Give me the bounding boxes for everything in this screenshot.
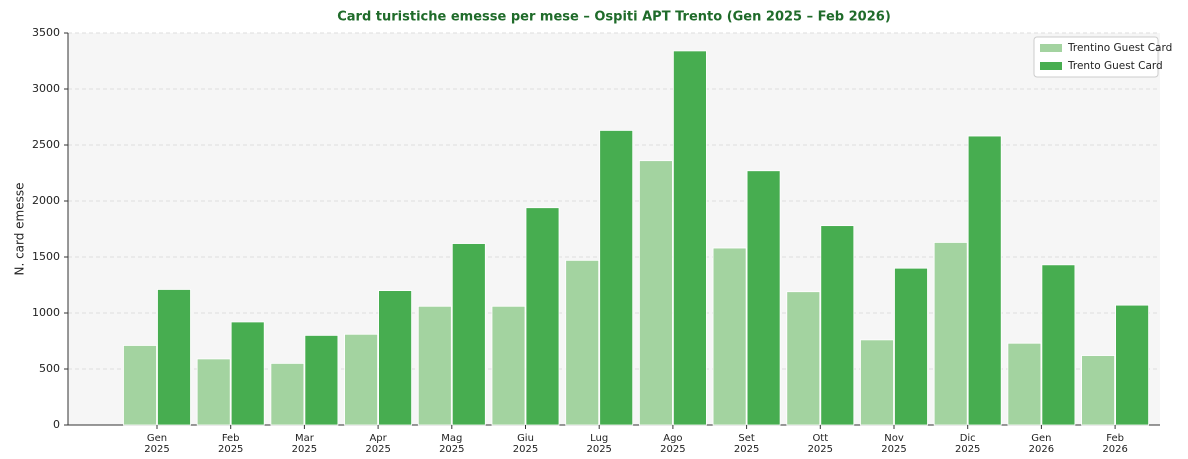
bar	[599, 130, 634, 426]
x-tick-label: Ott 2025	[808, 433, 833, 455]
x-tick-label: Feb 2026	[1102, 433, 1127, 455]
x-tick-label: Feb 2025	[218, 433, 243, 455]
y-tick-label: 2500	[32, 138, 60, 151]
bar	[157, 289, 191, 426]
bar	[123, 345, 157, 426]
bar	[1081, 355, 1115, 426]
x-tick-label: Apr 2025	[365, 433, 390, 455]
bar	[270, 362, 305, 426]
bar	[491, 305, 526, 426]
y-tick-label: 500	[39, 362, 60, 375]
legend-swatch	[1040, 62, 1062, 70]
bar	[820, 225, 855, 426]
x-tick-label: Gen 2026	[1029, 433, 1054, 455]
bar	[196, 358, 231, 426]
x-tick-label: Lug 2025	[586, 433, 611, 455]
legend-swatch	[1040, 44, 1062, 52]
legend-box	[1033, 36, 1159, 78]
bar	[673, 50, 707, 426]
chart-title: Card turistiche emesse per mese – Ospiti…	[337, 10, 891, 25]
y-tick-label: 2000	[32, 194, 60, 207]
bar	[565, 259, 600, 426]
bar	[378, 290, 413, 426]
bar	[1041, 264, 1076, 426]
legend-label: Trento Guest Card	[1067, 60, 1163, 72]
bar	[1115, 304, 1149, 426]
bar	[304, 334, 339, 426]
bar	[894, 267, 928, 426]
x-tick-label: Gen 2025	[144, 433, 169, 455]
x-tick-label: Set 2025	[734, 433, 759, 455]
x-tick-label: Giu 2025	[513, 433, 538, 455]
bar	[230, 321, 265, 426]
bar	[746, 170, 781, 426]
bar	[525, 207, 560, 426]
bar	[967, 135, 1002, 426]
y-tick-label: 0	[53, 418, 60, 431]
x-tick-label: Ago 2025	[660, 433, 685, 455]
y-tick-label: 3000	[32, 82, 60, 95]
x-tick-label: Nov 2025	[881, 433, 906, 455]
bar	[712, 247, 747, 426]
x-tick-label: Dic 2025	[955, 433, 980, 455]
bar	[933, 242, 968, 426]
bar	[860, 339, 894, 426]
y-axis-label: N. card emesse	[13, 182, 27, 275]
y-tick-label: 1000	[32, 306, 60, 319]
y-tick-label: 3500	[32, 26, 60, 39]
legend-label: Trentino Guest Card	[1067, 42, 1172, 54]
bar	[1007, 342, 1042, 426]
x-tick-label: Mar 2025	[292, 433, 317, 455]
bar	[786, 291, 821, 426]
bar	[417, 305, 452, 426]
bar	[344, 333, 379, 426]
bar	[451, 243, 486, 426]
x-tick-label: Mag 2025	[439, 433, 464, 455]
y-tick-label: 1500	[32, 250, 60, 263]
bar	[639, 160, 673, 426]
